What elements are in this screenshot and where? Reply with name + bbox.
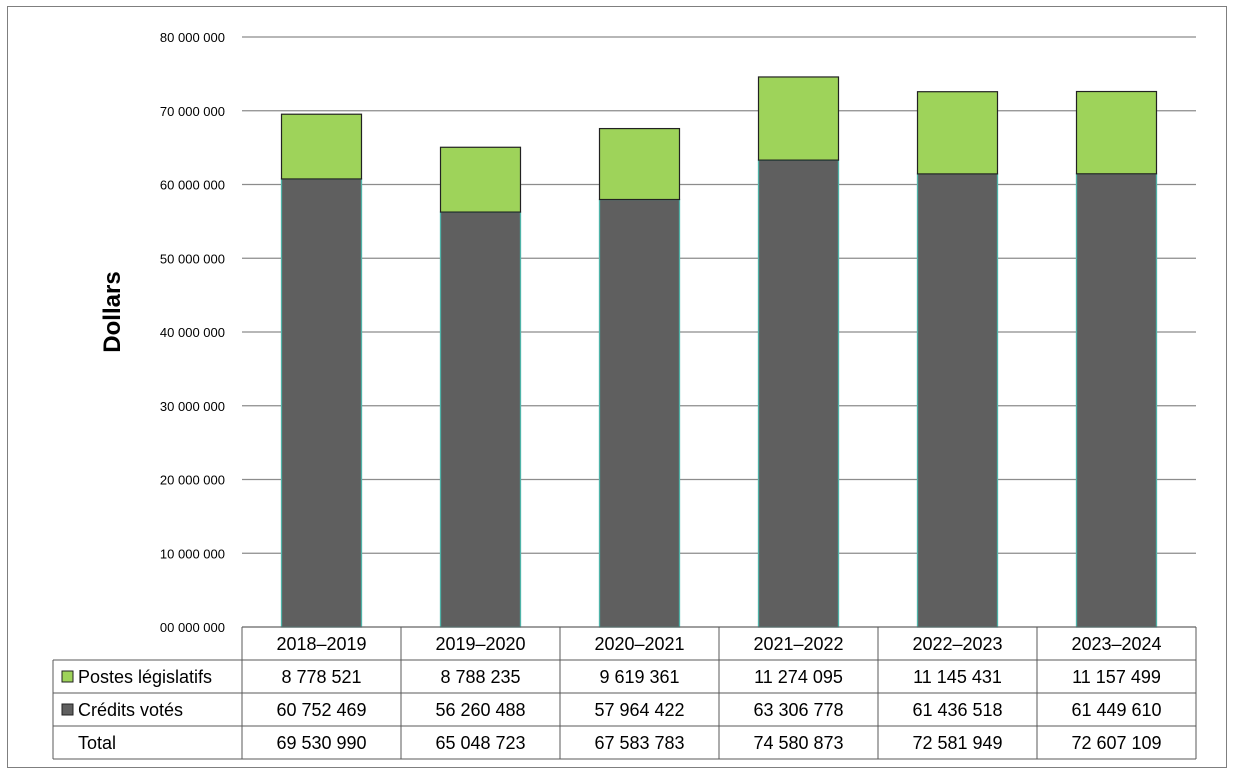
data-label: 8 778 521 — [281, 667, 361, 687]
y-tick-label: 40 000 000 — [160, 325, 225, 340]
bar-segment — [1075, 90, 1158, 175]
x-tick-label: 2020–2021 — [594, 634, 684, 654]
data-label: 11 157 499 — [1072, 667, 1161, 687]
y-tick-label: 10 000 000 — [160, 546, 225, 561]
data-table: 2018–2019 2019–2020 2020–2021 2021–2022 2022… — [52, 626, 1197, 760]
y-tick-label: 30 000 000 — [160, 399, 225, 414]
x-tick-label: 2018–2019 — [276, 634, 366, 654]
x-tick-label: 2022–2023 — [912, 634, 1002, 654]
data-label: 65 048 723 — [435, 733, 525, 753]
data-label: 72 581 949 — [912, 733, 1002, 753]
bars — [280, 76, 1158, 628]
y-axis-label: Dollars — [99, 271, 126, 352]
x-tick-label: 2019–2020 — [435, 634, 525, 654]
bar-segment — [439, 146, 522, 213]
x-tick-label: 2023–2024 — [1071, 634, 1161, 654]
data-label: 61 449 610 — [1071, 700, 1161, 720]
data-label: 56 260 488 — [435, 700, 525, 720]
data-label: 57 964 422 — [594, 700, 684, 720]
table-row-label: Crédits votés — [78, 700, 183, 720]
data-label: 63 306 778 — [753, 700, 843, 720]
bar-segment — [757, 76, 840, 161]
bar-segment — [916, 173, 999, 628]
data-label: 67 583 783 — [594, 733, 684, 753]
bar-segment — [598, 198, 681, 628]
bar-segment — [439, 211, 522, 628]
data-label: 61 436 518 — [912, 700, 1002, 720]
chart-frame — [7, 6, 1227, 768]
table-row-label: Postes législatifs — [78, 667, 212, 687]
y-axis-ticks: 00 000 000 10 000 000 20 000 000 30 000 000… — [160, 30, 225, 635]
gridlines — [242, 36, 1196, 628]
bar-segment — [598, 127, 681, 201]
y-tick-label: 80 000 000 — [160, 30, 225, 45]
data-label: 9 619 361 — [599, 667, 679, 687]
bar-segment — [280, 113, 363, 180]
legend-swatch — [61, 670, 74, 683]
x-tick-label: 2021–2022 — [753, 634, 843, 654]
y-tick-label: 70 000 000 — [160, 104, 225, 119]
table-row-label: Total — [78, 733, 116, 753]
y-tick-label: 60 000 000 — [160, 178, 225, 193]
data-label: 74 580 873 — [753, 733, 843, 753]
legend-swatch — [61, 703, 74, 716]
data-label: 72 607 109 — [1071, 733, 1161, 753]
bar-segment — [280, 178, 363, 628]
data-label: 11 274 095 — [754, 667, 843, 687]
data-label: 11 145 431 — [913, 667, 1002, 687]
y-tick-label: 20 000 000 — [160, 473, 225, 488]
y-tick-label: 50 000 000 — [160, 251, 225, 266]
data-label: 60 752 469 — [276, 700, 366, 720]
data-label: 69 530 990 — [276, 733, 366, 753]
bar-segment — [1075, 173, 1158, 628]
bar-segment — [916, 91, 999, 175]
y-tick-label: 00 000 000 — [160, 620, 225, 635]
bar-segment — [757, 159, 840, 628]
data-label: 8 788 235 — [440, 667, 520, 687]
